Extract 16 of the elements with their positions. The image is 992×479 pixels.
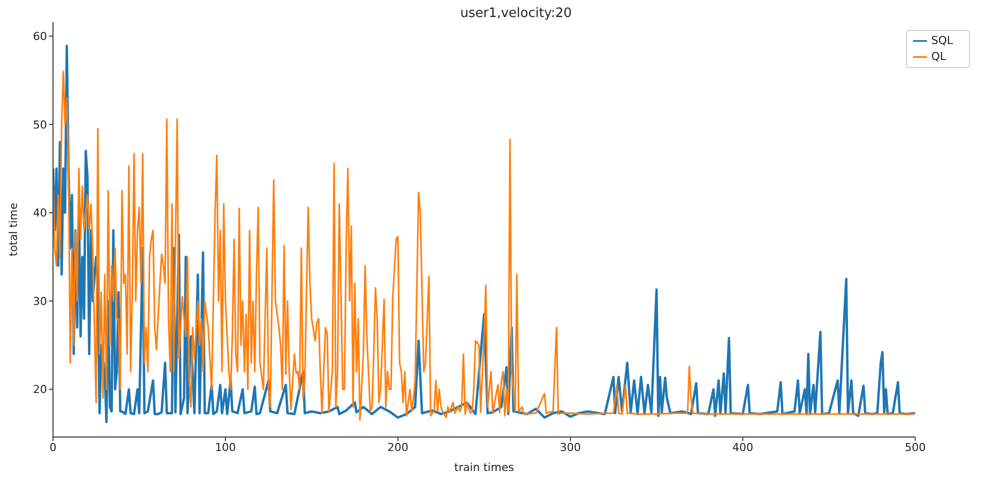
y-tick-label: 40 (33, 206, 47, 220)
legend-label: QL (931, 50, 946, 63)
y-tick-label: 60 (33, 30, 47, 44)
y-tick-label: 30 (33, 294, 47, 308)
y-axis-title: total time (6, 202, 20, 256)
y-tick-label: 20 (33, 383, 47, 396)
y-tick-label: 50 (33, 118, 47, 132)
chart-title: user1,velocity:20 (459, 6, 573, 21)
x-tick-label: 300 (560, 440, 581, 454)
x-tick-label: 200 (387, 440, 408, 454)
x-axis-title: train times (454, 461, 514, 474)
x-tick-label: 0 (50, 440, 56, 454)
x-tick-label: 400 (732, 440, 754, 454)
x-tick-label: 500 (904, 440, 926, 454)
x-tick-label: 100 (214, 440, 236, 454)
legend-label: SQL (931, 34, 953, 47)
